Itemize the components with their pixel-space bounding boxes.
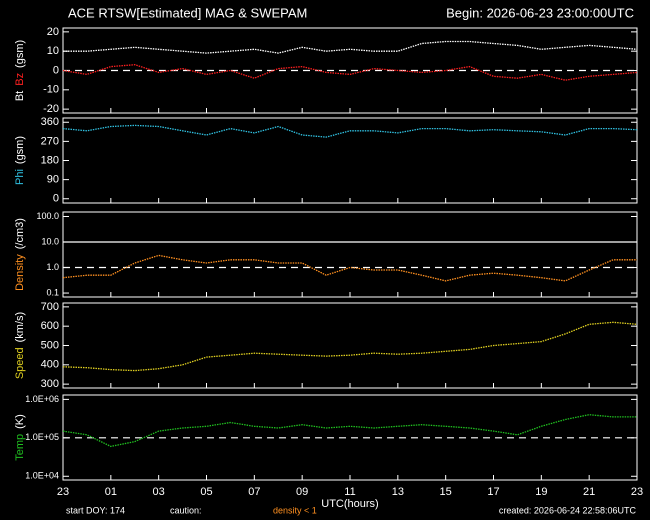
y-label-part: Phi	[14, 169, 26, 185]
y-tick-label: 10.0	[41, 236, 59, 246]
x-tick-label: 23	[631, 486, 643, 498]
created-time: created: 2026-06-24 22:58:06UTC	[499, 505, 637, 515]
series-line	[62, 254, 637, 282]
y-label-part: Bz	[14, 73, 26, 86]
y-tick-label: -10	[43, 84, 59, 96]
y-axis-label: Phi (gsm)	[14, 136, 26, 185]
y-tick-label: 300	[41, 378, 59, 390]
x-tick-label: 01	[105, 486, 117, 498]
y-tick-label: 20	[47, 26, 59, 38]
y-axis-label: Speed (km/s)	[14, 312, 26, 379]
x-tick-label: 09	[296, 486, 308, 498]
y-label-part: (/cm3)	[14, 218, 26, 249]
y-label-part: (K)	[14, 414, 26, 429]
x-tick-label: 15	[440, 486, 452, 498]
y-label-part: Density	[14, 254, 26, 291]
caution-note: density < 1	[273, 505, 317, 515]
y-tick-label: 100.0	[36, 211, 59, 221]
x-tick-label: 23	[57, 486, 69, 498]
panel-frame	[62, 302, 638, 389]
y-tick-label: -20	[43, 103, 59, 115]
x-tick-label: 07	[248, 486, 260, 498]
y-label-part: Speed	[14, 347, 26, 379]
series-line	[62, 414, 637, 448]
y-tick-label: 400	[41, 359, 59, 371]
y-tick-label: 700	[41, 301, 59, 313]
x-tick-label: 11	[344, 486, 355, 498]
y-tick-label: 600	[41, 320, 59, 332]
y-tick-label: 1.0E+06	[25, 394, 59, 404]
x-tick-label: 05	[200, 486, 212, 498]
y-tick-label: 0	[53, 193, 59, 205]
y-label-part: Bt	[14, 91, 26, 101]
y-label-part: (gsm)	[14, 40, 26, 68]
y-tick-label: 270	[41, 135, 59, 147]
series-line	[62, 64, 638, 81]
panel-frame	[62, 211, 638, 298]
caution: caution:	[170, 505, 202, 515]
chart-title: ACE RTSW[Estimated] MAG & SWEPAM	[68, 5, 307, 20]
x-tick-label: 19	[535, 486, 547, 498]
y-axis-label: Temp (K)	[14, 414, 26, 461]
start-doy: start DOY: 174	[66, 505, 125, 515]
y-axis-label: Bt Bz (gsm)	[14, 40, 26, 101]
x-axis-label: UTC(hours)	[321, 498, 378, 510]
y-tick-label: 1.0E+04	[25, 471, 59, 481]
series-line	[62, 321, 638, 372]
y-tick-label: 360	[41, 116, 59, 128]
y-tick-label: 180	[41, 154, 59, 166]
x-tick-label: 21	[583, 486, 595, 498]
x-tick-label: 17	[487, 486, 499, 498]
y-label-part: Temp	[14, 434, 26, 461]
y-axis-label: Density (/cm3)	[14, 218, 26, 291]
y-tick-label: 90	[47, 174, 59, 186]
x-tick-label: 13	[392, 486, 404, 498]
y-tick-label: 10	[47, 45, 59, 57]
begin-time: Begin: 2026-06-23 23:00:00UTC	[446, 5, 634, 20]
y-label-part: (km/s)	[14, 312, 26, 343]
x-tick-label: 03	[153, 486, 165, 498]
y-tick-label: 0	[53, 64, 59, 76]
y-tick-label: 0.1	[46, 287, 59, 297]
y-tick-label: 500	[41, 339, 59, 351]
y-tick-label: 1.0E+05	[25, 432, 59, 442]
series-line	[63, 40, 638, 54]
y-tick-label: 1.0	[46, 262, 59, 272]
series-line	[62, 124, 638, 138]
y-label-part: (gsm)	[14, 136, 26, 164]
